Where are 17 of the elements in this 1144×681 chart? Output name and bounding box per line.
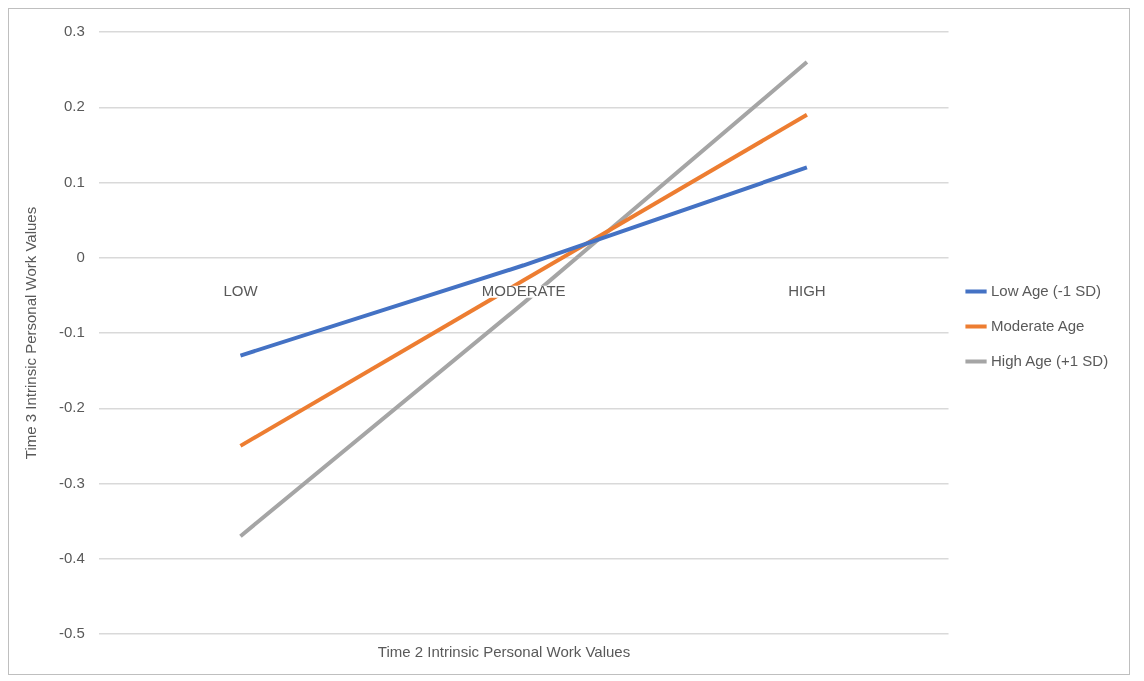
y-tick-label: 0 bbox=[76, 247, 85, 265]
y-tick-label: -0.5 bbox=[58, 624, 85, 642]
y-tick-label: -0.4 bbox=[58, 548, 85, 566]
x-tick-label: HIGH bbox=[788, 281, 826, 299]
y-tick-label: -0.2 bbox=[58, 398, 85, 416]
y-tick-label: 0.3 bbox=[63, 22, 85, 40]
y-axis-title: Time 3 Intrinsic Personal Work Values bbox=[22, 206, 40, 460]
y-tick-label: 0.2 bbox=[63, 97, 85, 115]
legend-label: Low Age (-1 SD) bbox=[991, 281, 1102, 299]
legend-label: High Age (+1 SD) bbox=[991, 351, 1109, 369]
x-axis-title: Time 2 Intrinsic Personal Work Values bbox=[376, 643, 632, 660]
x-tick-label: LOW bbox=[223, 281, 259, 299]
legend-label: Moderate Age bbox=[991, 316, 1085, 334]
x-tick-label: MODERATE bbox=[481, 281, 566, 299]
y-tick-label: -0.1 bbox=[58, 323, 85, 341]
y-tick-label: 0.1 bbox=[63, 172, 85, 190]
y-tick-label: -0.3 bbox=[58, 473, 85, 491]
